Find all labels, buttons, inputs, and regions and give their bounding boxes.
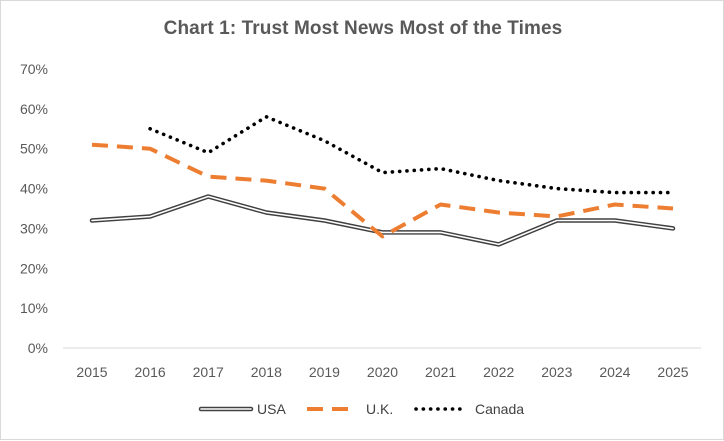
x-tick-label: 2015 (76, 364, 107, 380)
x-tick-label: 2017 (193, 364, 224, 380)
legend-item-usa: USA (201, 401, 286, 417)
y-tick-label: 40% (20, 181, 48, 197)
series-canada (150, 117, 673, 193)
y-tick-label: 50% (20, 141, 48, 157)
y-tick-label: 10% (20, 300, 48, 316)
y-tick-label: 0% (28, 340, 48, 356)
legend-label-canada: Canada (475, 401, 524, 417)
legend-item-u-k: U.K. (307, 401, 393, 417)
x-tick-label: 2021 (425, 364, 456, 380)
x-tick-label: 2018 (251, 364, 282, 380)
series-layer (92, 117, 673, 245)
x-tick-label: 2016 (135, 364, 166, 380)
legend-item-canada: Canada (416, 401, 524, 417)
x-axis-ticks: 2015 2016 2017 2018 2019 2020 2021 2022 2023 2024… (76, 364, 688, 380)
x-tick-label: 2024 (599, 364, 630, 380)
y-tick-label: 60% (20, 101, 48, 117)
y-tick-label: 30% (20, 220, 48, 236)
y-axis-ticks: 0% 10% 20% 30% 40% 50% 60% 70% (20, 61, 48, 356)
x-tick-label: 2023 (541, 364, 572, 380)
legend-label-usa: USA (257, 401, 286, 417)
legend: USA U.K. Canada (201, 401, 524, 417)
y-tick-label: 70% (20, 61, 48, 77)
x-tick-label: 2020 (367, 364, 398, 380)
y-tick-label: 20% (20, 260, 48, 276)
legend-label-u-k: U.K. (366, 401, 393, 417)
x-tick-label: 2019 (309, 364, 340, 380)
x-tick-label: 2025 (657, 364, 688, 380)
series-canada-line (150, 117, 673, 193)
x-tick-label: 2022 (483, 364, 514, 380)
